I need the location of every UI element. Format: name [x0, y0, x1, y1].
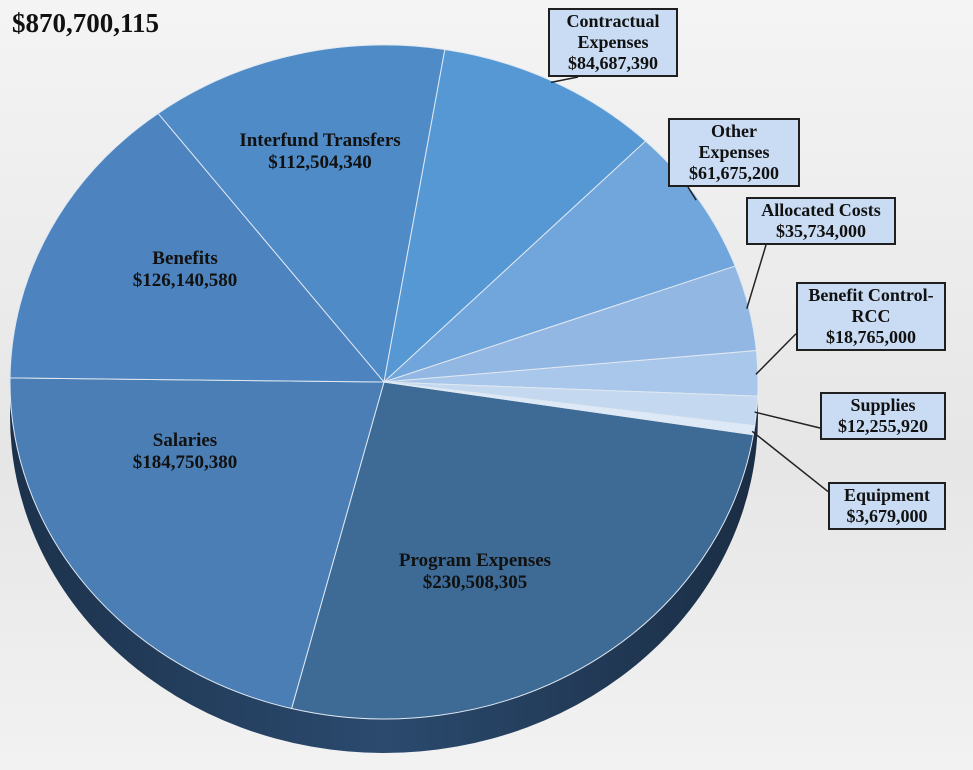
pie-slice: [157, 44, 446, 384]
category-label: Equipment: [843, 485, 931, 505]
value-label: $112,504,340: [268, 152, 372, 173]
category-label: Allocated Costs: [761, 200, 881, 220]
slice-label: Program Expenses $230,508,305: [399, 550, 551, 594]
value-label: $3,679,000: [846, 506, 928, 526]
value-label: $230,508,305: [422, 572, 528, 593]
category-label: Contractual Expenses: [566, 11, 660, 52]
category-label: Salaries: [152, 430, 218, 451]
pie-slice: [290, 381, 754, 720]
value-label: $61,675,200: [689, 163, 779, 183]
pie-slice: [383, 381, 756, 436]
callout-box: Supplies $12,255,920: [820, 392, 946, 440]
category-label: Benefit Control-RCC: [808, 285, 934, 326]
category-label: Program Expenses: [398, 550, 552, 571]
leader-line: [746, 244, 767, 309]
value-label: $35,734,000: [776, 221, 866, 241]
pie-slice: [9, 377, 385, 710]
category-label: Other Expenses: [698, 121, 770, 162]
leader-line: [550, 76, 579, 84]
category-label: Supplies: [850, 395, 916, 415]
callout-box: Equipment $3,679,000: [828, 482, 946, 530]
pie-slice: [383, 140, 736, 383]
leader-line: [755, 333, 797, 375]
value-label: $126,140,580: [132, 270, 238, 291]
slice-label: Salaries $184,750,380: [133, 430, 238, 474]
value-label: $84,687,390: [568, 53, 658, 73]
slice-label: Benefits $126,140,580: [133, 248, 238, 292]
leader-line: [754, 411, 821, 429]
category-label: Benefits: [152, 248, 218, 269]
slice-label: Interfund Transfers $112,504,340: [239, 130, 400, 174]
pie-slice: [9, 112, 386, 383]
value-label: $184,750,380: [132, 452, 238, 473]
callout-box: Benefit Control-RCC $18,765,000: [796, 282, 946, 351]
callout-box: Other Expenses $61,675,200: [668, 118, 800, 187]
chart-title: $870,700,115: [12, 8, 160, 38]
value-label: $12,255,920: [838, 416, 928, 436]
leader-line: [751, 430, 829, 493]
category-label: Interfund Transfers: [239, 130, 401, 151]
callout-box: Contractual Expenses $84,687,390: [548, 8, 678, 77]
callout-box: Allocated Costs $35,734,000: [746, 197, 896, 245]
leader-line: [687, 186, 697, 201]
value-label: $18,765,000: [826, 327, 916, 347]
